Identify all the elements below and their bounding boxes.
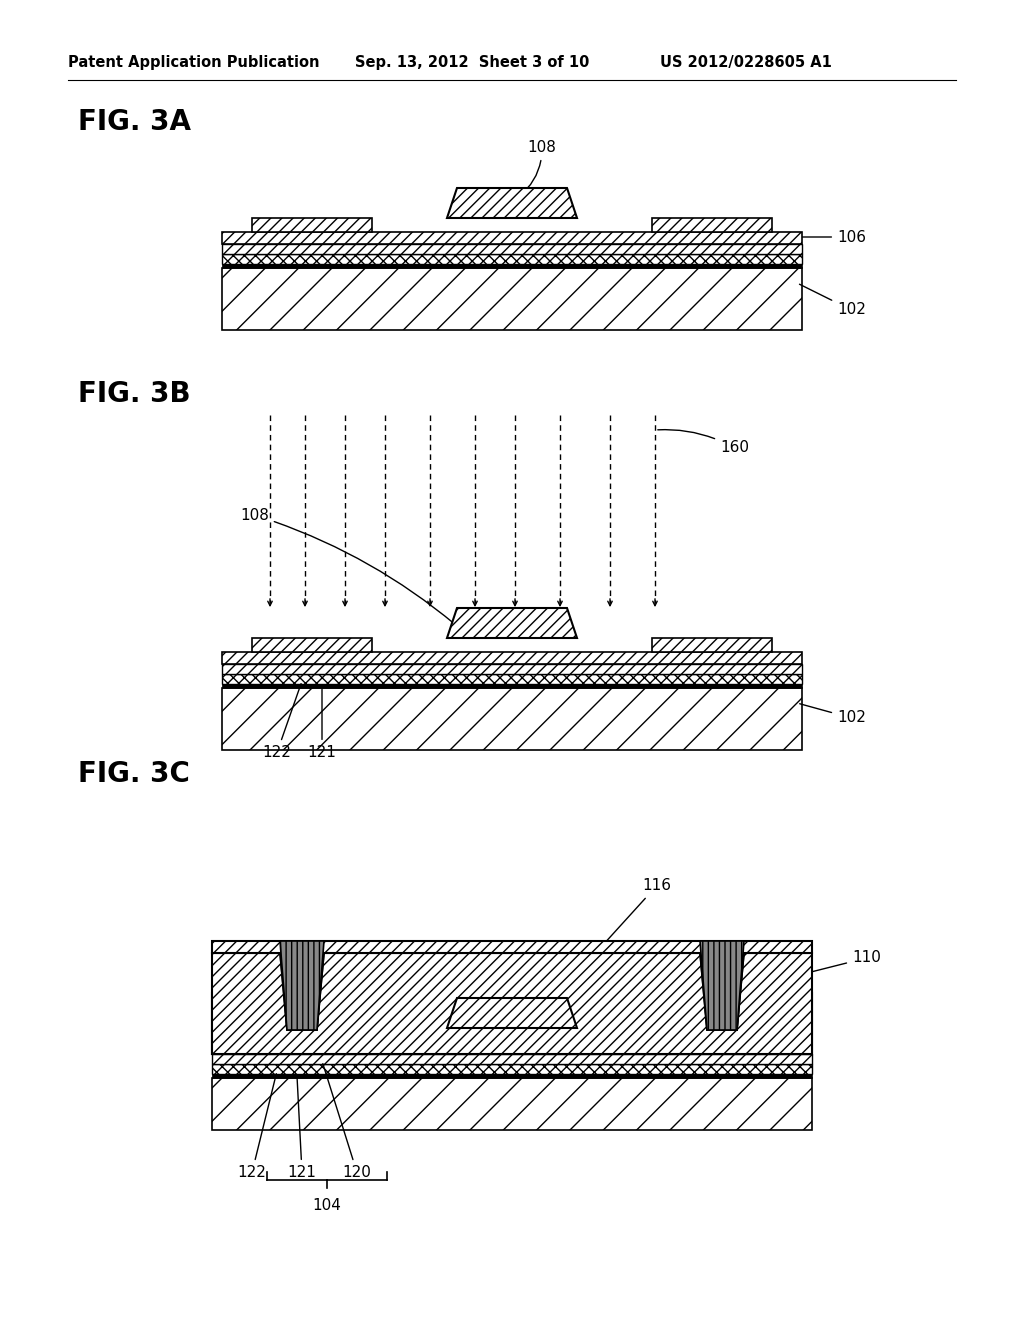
- Bar: [222, 264, 802, 268]
- Text: 108: 108: [519, 140, 556, 197]
- Polygon shape: [447, 998, 577, 1028]
- Bar: [662, 1028, 782, 1041]
- Polygon shape: [280, 941, 324, 1030]
- Text: FIG. 3B: FIG. 3B: [78, 380, 190, 408]
- Bar: [242, 1028, 362, 1041]
- Text: 104: 104: [312, 1199, 341, 1213]
- Polygon shape: [447, 609, 577, 638]
- Polygon shape: [280, 953, 324, 1030]
- Bar: [212, 941, 812, 953]
- Text: Patent Application Publication: Patent Application Publication: [68, 54, 319, 70]
- Polygon shape: [700, 953, 744, 1030]
- Bar: [222, 253, 802, 264]
- Text: US 2012/0228605 A1: US 2012/0228605 A1: [660, 54, 831, 70]
- Bar: [222, 244, 802, 253]
- Bar: [212, 953, 812, 1053]
- Bar: [212, 1074, 812, 1078]
- Polygon shape: [700, 941, 744, 1030]
- Bar: [222, 232, 802, 244]
- Text: 120: 120: [323, 1064, 372, 1180]
- Bar: [252, 638, 372, 652]
- Bar: [222, 675, 802, 684]
- Bar: [212, 1053, 812, 1064]
- Text: 122: 122: [238, 1073, 276, 1180]
- Text: 122: 122: [262, 684, 301, 760]
- Bar: [252, 218, 372, 232]
- Bar: [222, 664, 802, 675]
- Text: FIG. 3A: FIG. 3A: [78, 108, 191, 136]
- Bar: [222, 684, 802, 688]
- Bar: [212, 993, 812, 1053]
- Polygon shape: [280, 953, 324, 1030]
- Bar: [222, 688, 802, 750]
- Bar: [212, 1078, 812, 1130]
- Text: 121: 121: [288, 1078, 316, 1180]
- Text: 106: 106: [800, 230, 866, 244]
- Text: 108: 108: [240, 507, 455, 624]
- Text: 102: 102: [800, 704, 866, 726]
- Text: 102: 102: [800, 284, 866, 318]
- Bar: [222, 652, 802, 664]
- Text: 116: 116: [604, 879, 671, 944]
- Bar: [212, 1064, 812, 1074]
- Text: FIG. 3C: FIG. 3C: [78, 760, 189, 788]
- Bar: [652, 218, 772, 232]
- Polygon shape: [700, 953, 744, 1030]
- Text: 121: 121: [307, 689, 337, 760]
- Bar: [212, 1041, 812, 1053]
- Text: 160: 160: [657, 429, 749, 455]
- Polygon shape: [447, 998, 577, 1028]
- Polygon shape: [447, 187, 577, 218]
- Bar: [652, 638, 772, 652]
- Bar: [222, 268, 802, 330]
- Text: Sep. 13, 2012  Sheet 3 of 10: Sep. 13, 2012 Sheet 3 of 10: [355, 54, 590, 70]
- Text: 110: 110: [810, 950, 881, 973]
